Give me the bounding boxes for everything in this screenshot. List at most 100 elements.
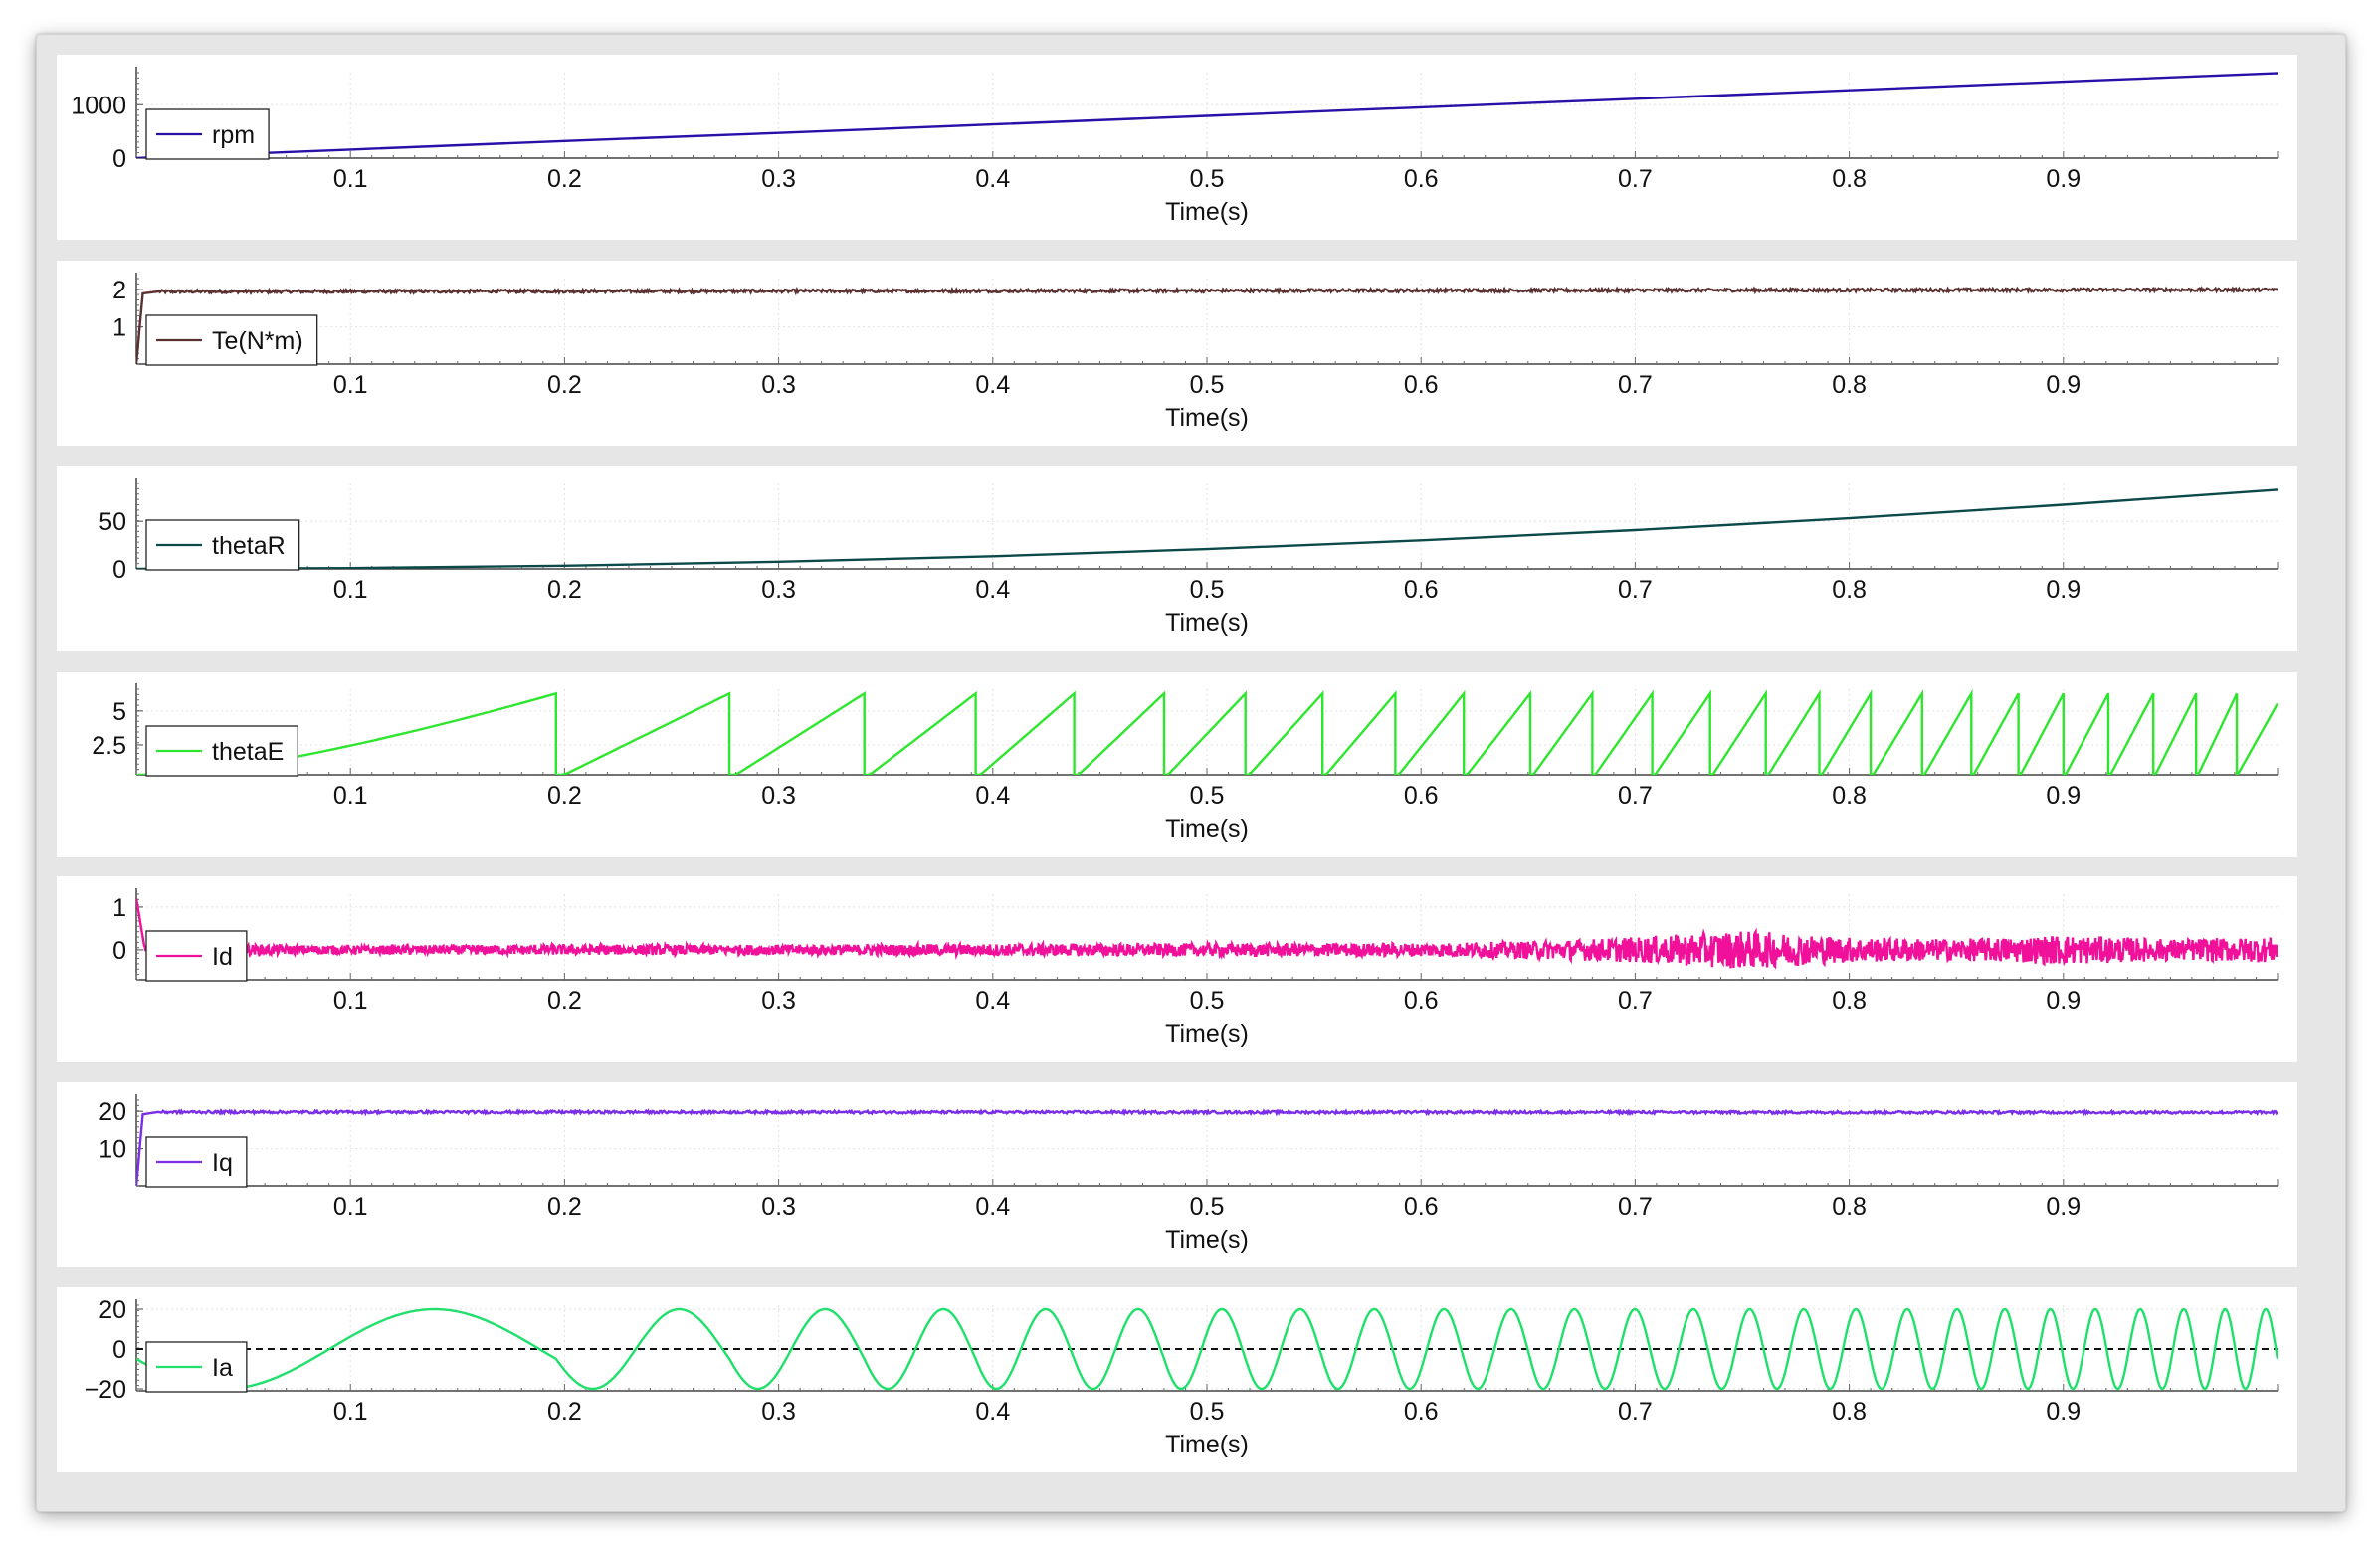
x-tick-label: 0.4: [975, 576, 1010, 604]
x-tick-label: 0.5: [1190, 782, 1225, 810]
x-tick-label: 0.6: [1404, 165, 1439, 193]
x-tick-label: 0.2: [547, 165, 582, 193]
plot-panel-id: 0.1 0.2 0.3 0.4 0.5 0.6 0.7 0.8 0.9 0 1 Time(s) Id: [57, 876, 2297, 1062]
legend-box: [145, 108, 270, 160]
x-tick-label: 0.3: [761, 1398, 796, 1426]
chart-thetar: 0.1 0.2 0.3 0.4 0.5 0.6 0.7 0.8 0.9 0 50 Time(s) the…: [99, 478, 2279, 637]
y-tick-label: 1: [112, 894, 126, 922]
legend-label: thetaE: [212, 738, 284, 766]
x-tick-label: 0.8: [1832, 371, 1867, 399]
x-axis-label: Time(s): [1165, 404, 1249, 432]
x-tick-label: 0.7: [1618, 1193, 1653, 1221]
x-tick-label: 0.4: [975, 987, 1010, 1015]
legend: thetaR: [145, 519, 300, 571]
chart-thetae: 0.1 0.2 0.3 0.4 0.5 0.6 0.7 0.8 0.9 2.5 5 Time(s) th…: [92, 683, 2279, 843]
x-tick-label: 0.3: [761, 371, 796, 399]
x-tick-label: 0.5: [1190, 576, 1225, 604]
y-tick-label: 0: [112, 937, 126, 965]
x-tick-label: 0.9: [2046, 1398, 2081, 1426]
x-tick-label: 0.7: [1618, 165, 1653, 193]
y-tick-label: −20: [85, 1376, 126, 1404]
x-axis-label: Time(s): [1165, 609, 1249, 637]
x-tick-label: 0.7: [1618, 987, 1653, 1015]
plot-panel-rpm: 0.1 0.2 0.3 0.4 0.5 0.6 0.7 0.8 0.9 0 1000 Time(s) r…: [57, 55, 2297, 240]
y-tick-label: 2.5: [92, 732, 126, 760]
y-tick-label: 1000: [71, 92, 126, 119]
x-tick-label: 0.4: [975, 371, 1010, 399]
legend-label: thetaR: [212, 532, 286, 560]
legend: rpm: [145, 108, 270, 160]
series-line-iq: [136, 1107, 2278, 1186]
y-tick-label: 5: [112, 698, 126, 726]
x-tick-label: 0.3: [761, 782, 796, 810]
x-tick-label: 0.1: [333, 987, 368, 1015]
x-axis-label: Time(s): [1165, 1226, 1249, 1254]
x-tick-label: 0.5: [1190, 1193, 1225, 1221]
x-tick-label: 0.5: [1190, 371, 1225, 399]
chart-rpm: 0.1 0.2 0.3 0.4 0.5 0.6 0.7 0.8 0.9 0 1000 Time(s) r…: [71, 67, 2279, 226]
y-tick-label: 2: [112, 277, 126, 304]
chart-id: 0.1 0.2 0.3 0.4 0.5 0.6 0.7 0.8 0.9 0 1 Time(s) Id: [112, 888, 2279, 1048]
x-tick-label: 0.3: [761, 165, 796, 193]
x-tick-label: 0.4: [975, 1398, 1010, 1426]
x-tick-label: 0.4: [975, 1193, 1010, 1221]
y-tick-label: 0: [112, 145, 126, 173]
x-tick-label: 0.9: [2046, 576, 2081, 604]
x-tick-label: 0.2: [547, 782, 582, 810]
y-tick-label: 10: [99, 1136, 126, 1164]
x-tick-label: 0.7: [1618, 782, 1653, 810]
series-line-rpm: [136, 72, 2278, 158]
x-tick-label: 0.2: [547, 576, 582, 604]
plot-panel-ia: 0.1 0.2 0.3 0.4 0.5 0.6 0.7 0.8 0.9 −20 0 20 Time(s)…: [57, 1287, 2297, 1472]
legend-label: Ia: [212, 1354, 233, 1382]
x-axis-label: Time(s): [1165, 198, 1249, 226]
x-tick-label: 0.6: [1404, 576, 1439, 604]
x-axis-label: Time(s): [1165, 1020, 1249, 1048]
x-tick-label: 0.6: [1404, 782, 1439, 810]
x-tick-label: 0.3: [761, 576, 796, 604]
x-tick-label: 0.5: [1190, 1398, 1225, 1426]
x-tick-label: 0.2: [547, 1193, 582, 1221]
plot-panel-thetar: 0.1 0.2 0.3 0.4 0.5 0.6 0.7 0.8 0.9 0 50 Time(s) the…: [57, 466, 2297, 651]
x-tick-label: 0.9: [2046, 987, 2081, 1015]
x-tick-label: 0.3: [761, 1193, 796, 1221]
legend: Te(N*m): [145, 314, 318, 366]
x-tick-label: 0.5: [1190, 165, 1225, 193]
x-tick-label: 0.9: [2046, 165, 2081, 193]
legend-label: Te(N*m): [212, 327, 303, 355]
legend: Iq: [145, 1136, 248, 1188]
x-tick-label: 0.8: [1832, 1193, 1867, 1221]
x-tick-label: 0.7: [1618, 576, 1653, 604]
y-tick-label: 20: [99, 1296, 126, 1324]
legend-label: Id: [212, 943, 233, 971]
scope-window: 0.1 0.2 0.3 0.4 0.5 0.6 0.7 0.8 0.9 0 1000 Time(s) r…: [36, 34, 2346, 1512]
x-tick-label: 0.1: [333, 1193, 368, 1221]
y-tick-label: 1: [112, 314, 126, 342]
x-tick-label: 0.8: [1832, 576, 1867, 604]
x-tick-label: 0.5: [1190, 987, 1225, 1015]
chart-ia: 0.1 0.2 0.3 0.4 0.5 0.6 0.7 0.8 0.9 −20 0 20 Time(s)…: [85, 1296, 2279, 1458]
x-tick-label: 0.9: [2046, 782, 2081, 810]
x-tick-label: 0.1: [333, 371, 368, 399]
legend-label: rpm: [212, 121, 255, 149]
x-axis-label: Time(s): [1165, 815, 1249, 843]
x-tick-label: 0.1: [333, 1398, 368, 1426]
chart-iq: 0.1 0.2 0.3 0.4 0.5 0.6 0.7 0.8 0.9 10 20 Time(s) Iq: [99, 1094, 2279, 1254]
x-tick-label: 0.8: [1832, 987, 1867, 1015]
x-tick-label: 0.6: [1404, 371, 1439, 399]
x-tick-label: 0.6: [1404, 1398, 1439, 1426]
x-tick-label: 0.6: [1404, 1193, 1439, 1221]
x-tick-label: 0.6: [1404, 987, 1439, 1015]
x-tick-label: 0.4: [975, 165, 1010, 193]
x-tick-label: 0.2: [547, 1398, 582, 1426]
y-tick-label: 0: [112, 1336, 126, 1364]
series-line-id: [136, 898, 2278, 970]
x-tick-label: 0.3: [761, 987, 796, 1015]
chart-te: 0.1 0.2 0.3 0.4 0.5 0.6 0.7 0.8 0.9 1 2 Time(s) Te(N…: [112, 273, 2279, 432]
plot-panel-iq: 0.1 0.2 0.3 0.4 0.5 0.6 0.7 0.8 0.9 10 20 Time(s) Iq: [57, 1082, 2297, 1267]
x-tick-label: 0.8: [1832, 165, 1867, 193]
x-tick-label: 0.1: [333, 782, 368, 810]
x-tick-label: 0.4: [975, 782, 1010, 810]
legend: thetaE: [145, 725, 298, 777]
legend: Id: [145, 930, 248, 982]
